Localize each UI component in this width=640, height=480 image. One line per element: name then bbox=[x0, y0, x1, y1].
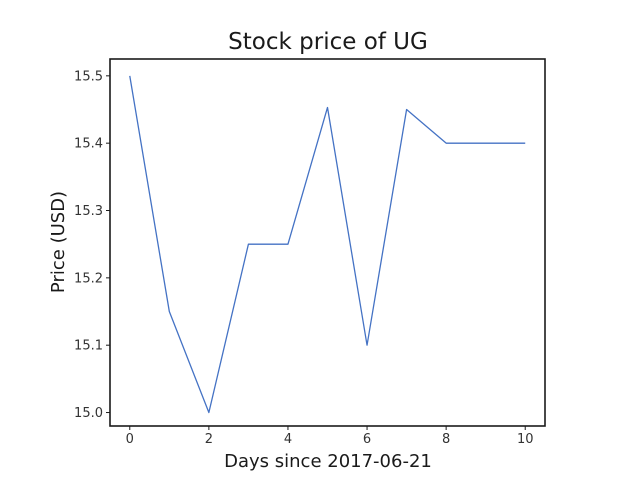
y-tick-label: 15.1 bbox=[74, 339, 103, 354]
x-tick-label: 6 bbox=[363, 432, 371, 447]
x-tick-label: 8 bbox=[442, 432, 450, 447]
x-tick-label: 0 bbox=[126, 432, 134, 447]
y-tick-label: 15.4 bbox=[74, 137, 103, 152]
x-tick-label: 10 bbox=[517, 432, 534, 447]
series-line bbox=[129, 75, 526, 414]
y-tick-label: 15.5 bbox=[74, 69, 103, 84]
x-axis-label: Days since 2017-06-21 bbox=[224, 451, 432, 472]
plot-frame bbox=[109, 58, 546, 427]
x-tick-label: 2 bbox=[205, 432, 213, 447]
y-tick-label: 15.2 bbox=[74, 271, 103, 286]
x-axis-ticks: 0 2 4 6 8 10 bbox=[126, 426, 534, 447]
y-axis-ticks: 15.0 15.1 15.2 15.3 15.4 15.5 bbox=[74, 69, 110, 421]
x-tick-label: 4 bbox=[284, 432, 292, 447]
y-tick-label: 15.3 bbox=[74, 204, 103, 219]
y-tick-label: 15.0 bbox=[74, 406, 103, 421]
series-group bbox=[129, 75, 526, 414]
chart-title: Stock price of UG bbox=[228, 29, 428, 55]
y-axis-label: Price (USD) bbox=[48, 191, 69, 293]
